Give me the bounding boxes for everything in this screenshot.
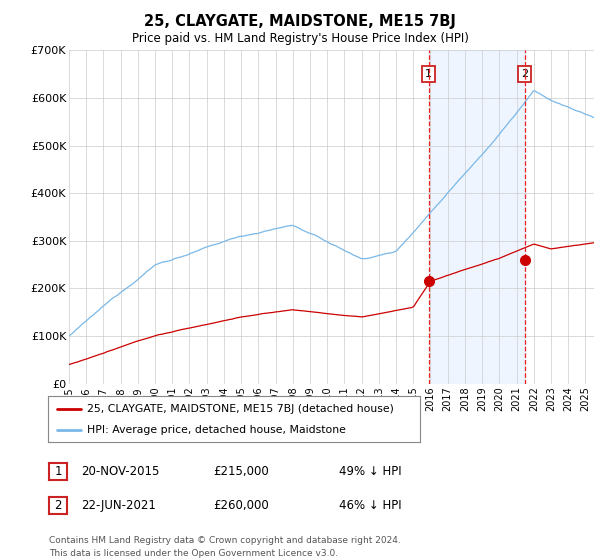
Text: 25, CLAYGATE, MAIDSTONE, ME15 7BJ (detached house): 25, CLAYGATE, MAIDSTONE, ME15 7BJ (detac… — [87, 404, 394, 414]
Text: 49% ↓ HPI: 49% ↓ HPI — [339, 465, 401, 478]
Text: £215,000: £215,000 — [213, 465, 269, 478]
Text: 1: 1 — [55, 465, 62, 478]
Text: 22-JUN-2021: 22-JUN-2021 — [81, 498, 156, 512]
Text: 25, CLAYGATE, MAIDSTONE, ME15 7BJ: 25, CLAYGATE, MAIDSTONE, ME15 7BJ — [144, 14, 456, 29]
Bar — [428, 50, 524, 384]
Text: £260,000: £260,000 — [213, 498, 269, 512]
Text: HPI: Average price, detached house, Maidstone: HPI: Average price, detached house, Maid… — [87, 425, 346, 435]
Text: Price paid vs. HM Land Registry's House Price Index (HPI): Price paid vs. HM Land Registry's House … — [131, 32, 469, 45]
Text: 2: 2 — [55, 498, 62, 512]
Text: Contains HM Land Registry data © Crown copyright and database right 2024.
This d: Contains HM Land Registry data © Crown c… — [49, 536, 401, 558]
Text: 2: 2 — [521, 69, 528, 79]
Text: 20-NOV-2015: 20-NOV-2015 — [81, 465, 160, 478]
Text: 1: 1 — [425, 69, 432, 79]
Text: 46% ↓ HPI: 46% ↓ HPI — [339, 498, 401, 512]
